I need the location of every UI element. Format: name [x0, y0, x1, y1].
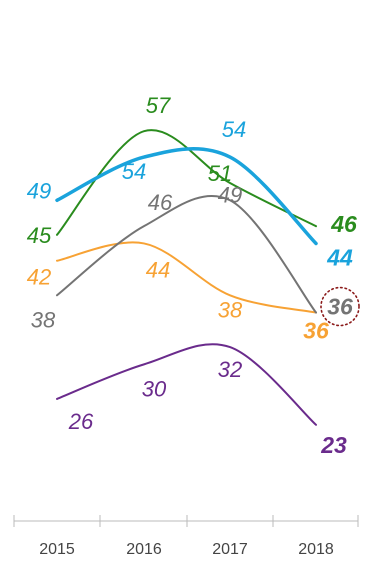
x-tick-label-2015: 2015	[39, 541, 75, 558]
data-label-s3-2018: 36	[303, 318, 329, 344]
series-line-4	[56, 194, 317, 314]
x-tick-label-2018: 2018	[298, 541, 334, 558]
data-label-s5-2015: 26	[68, 409, 94, 434]
series-line-2	[55, 147, 318, 246]
data-label-s3-2017: 38	[218, 297, 243, 322]
data-label-s1-2018: 46	[330, 211, 357, 237]
series-line-5	[56, 343, 317, 426]
data-label-s3-2016: 44	[146, 257, 170, 282]
data-label-s1-2015: 45	[27, 223, 52, 248]
data-label-s2-2017: 54	[222, 117, 246, 142]
series-lines	[55, 129, 318, 426]
data-label-s4-2015: 38	[31, 307, 56, 332]
data-label-s2-2015: 49	[27, 178, 51, 203]
x-tick-label-2017: 2017	[212, 541, 248, 558]
data-label-s4-2016: 46	[148, 190, 173, 215]
x-axis: 2015 2016 2017 2018	[13, 515, 359, 558]
data-label-s2-2018: 44	[326, 244, 353, 270]
data-label-s4-2018: 36	[327, 294, 353, 320]
series-line-1	[56, 129, 317, 236]
data-label-s2-2016: 54	[122, 159, 146, 184]
data-labels: 45 57 51 46 49 54 54 44 42 44 38 36 38 46 49 36 26 30 32 23	[27, 93, 360, 458]
data-label-s5-2018: 23	[320, 432, 347, 458]
highlight-circle	[320, 286, 360, 327]
data-label-s4-2017: 49	[218, 182, 242, 207]
data-label-s1-2016: 57	[146, 93, 171, 118]
data-label-s3-2015: 42	[27, 265, 51, 290]
data-label-s5-2017: 32	[218, 357, 242, 382]
series-line-3	[56, 241, 317, 314]
x-tick-label-2016: 2016	[126, 541, 162, 558]
data-label-s5-2016: 30	[142, 376, 167, 401]
data-label-s1-2017: 51	[208, 161, 232, 186]
